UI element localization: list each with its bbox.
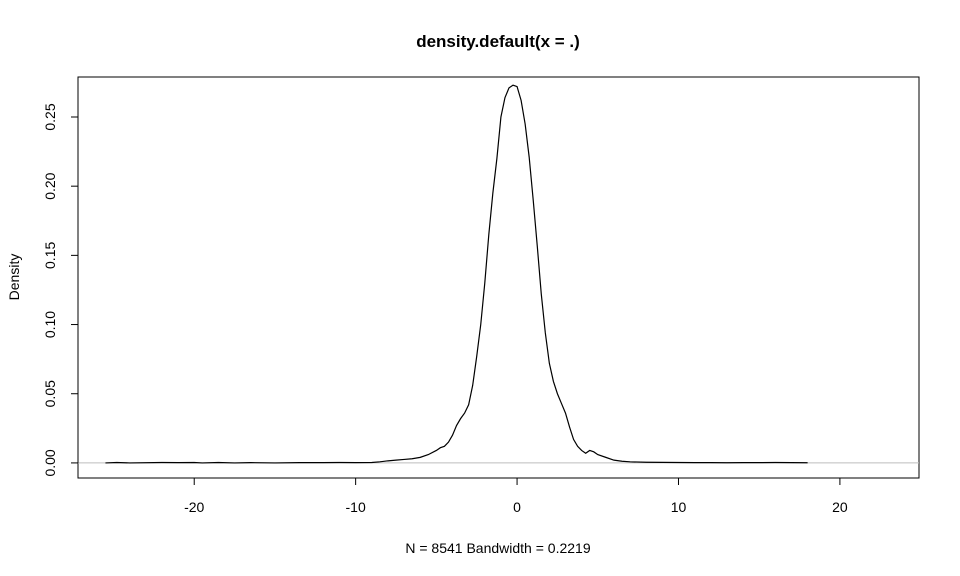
x-axis-label: N = 8541 Bandwidth = 0.2219 <box>405 540 590 556</box>
y-tick-label: 0.15 <box>42 242 58 269</box>
x-tick-label: -10 <box>346 499 366 515</box>
x-tick-label: 10 <box>671 499 687 515</box>
y-tick-label: 0.10 <box>42 311 58 338</box>
x-axis: -20 -10 0 10 20 <box>184 477 848 515</box>
y-tick-label: 0.00 <box>42 449 58 476</box>
x-tick-label: -20 <box>184 499 204 515</box>
y-axis: 0.00 0.05 0.10 0.15 0.20 0.25 <box>42 103 79 477</box>
y-tick-label: 0.20 <box>42 172 58 199</box>
y-axis-label: Density <box>6 254 22 301</box>
y-tick-label: 0.05 <box>42 380 58 407</box>
x-tick-label: 20 <box>832 499 848 515</box>
chart-title: density.default(x = .) <box>416 32 580 51</box>
y-tick-label: 0.25 <box>42 103 58 130</box>
density-curve <box>105 84 808 464</box>
x-tick-label: 0 <box>513 499 521 515</box>
